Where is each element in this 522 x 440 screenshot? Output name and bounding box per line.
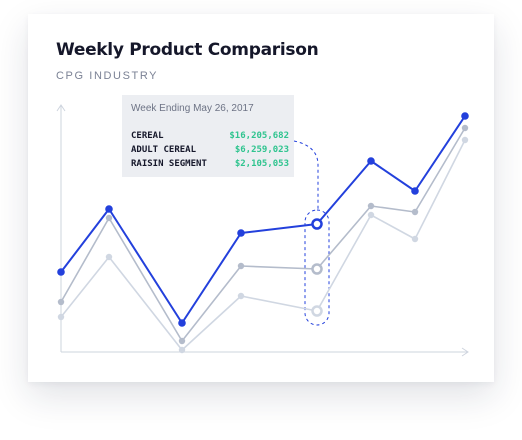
tooltip-row-cereal: CEREAL $16,205,682 [131, 131, 289, 144]
chart-title: Weekly Product Comparison [56, 40, 319, 60]
series-line-0 [60, 115, 466, 324]
tooltip-row-label: ADULT CEREAL [131, 145, 197, 155]
x-axis-arrow [461, 347, 469, 357]
series-layer [60, 115, 466, 351]
tooltip-row-adult-cereal: ADULT CEREAL $6,259,023 [131, 145, 289, 158]
data-point[interactable] [237, 262, 245, 270]
data-point[interactable] [178, 319, 186, 327]
data-point[interactable] [461, 112, 469, 120]
highlight-group [293, 140, 330, 326]
data-point[interactable] [178, 346, 186, 354]
data-point[interactable] [57, 268, 65, 276]
data-point[interactable] [237, 229, 245, 237]
tooltip-connector [293, 140, 319, 210]
tooltip: Week Ending May 26, 2017 CEREAL $16,205,… [122, 95, 294, 177]
tooltip-row-label: CEREAL [131, 131, 164, 141]
y-axis-arrow [56, 104, 66, 112]
tooltip-row-label: RAISIN SEGMENT [131, 159, 207, 169]
chart-subtitle: CPG INDUSTRY [56, 70, 159, 82]
tooltip-row-raisin-segment: RAISIN SEGMENT $2,105,053 [131, 159, 289, 172]
data-point[interactable] [178, 337, 186, 345]
data-point[interactable] [367, 157, 375, 165]
points-layer [57, 112, 469, 354]
data-point[interactable] [105, 214, 113, 222]
highlight-point[interactable] [311, 263, 323, 275]
chart-axes [56, 104, 469, 357]
data-point[interactable] [367, 202, 375, 210]
data-point[interactable] [57, 298, 65, 306]
series-line-2 [60, 139, 466, 351]
data-point[interactable] [105, 205, 113, 213]
series-line-1 [60, 127, 466, 342]
data-point[interactable] [461, 136, 469, 144]
data-point[interactable] [367, 211, 375, 219]
chart-card [28, 14, 494, 382]
data-point[interactable] [411, 235, 419, 243]
tooltip-row-value: $6,259,023 [234, 145, 289, 155]
data-point[interactable] [57, 313, 65, 321]
highlight-point[interactable] [311, 305, 323, 317]
data-point[interactable] [411, 187, 419, 195]
data-point[interactable] [461, 124, 469, 132]
tooltip-header: Week Ending May 26, 2017 [131, 103, 254, 114]
data-point[interactable] [411, 208, 419, 216]
highlight-capsule [304, 209, 330, 326]
tooltip-row-value: $16,205,682 [229, 131, 289, 141]
highlight-point[interactable] [311, 218, 323, 230]
data-point[interactable] [237, 292, 245, 300]
tooltip-row-value: $2,105,053 [234, 159, 289, 169]
data-point[interactable] [105, 253, 113, 261]
